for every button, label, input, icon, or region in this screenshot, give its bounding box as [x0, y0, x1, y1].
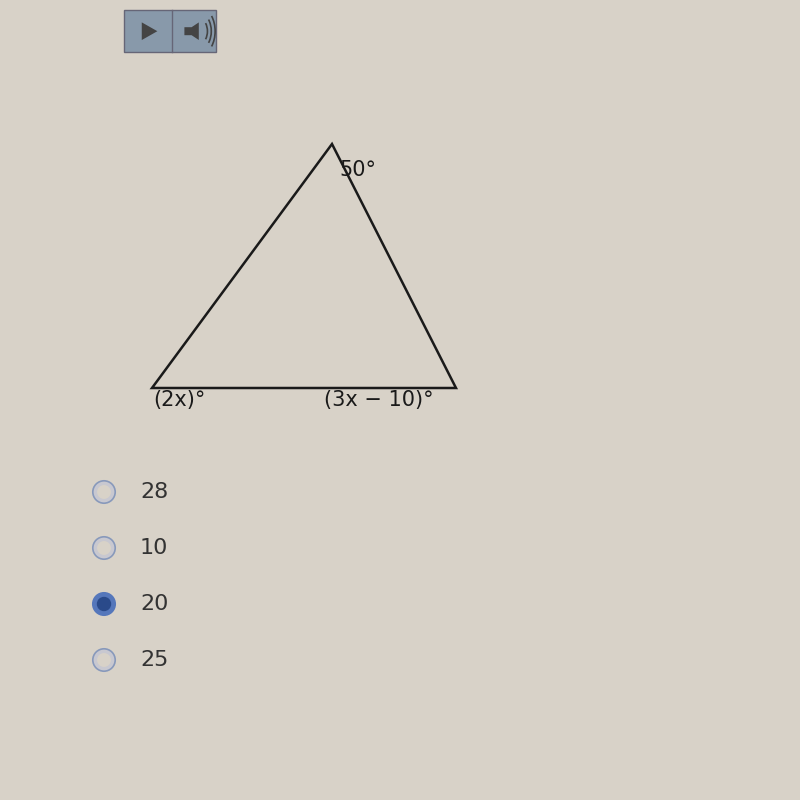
Circle shape [98, 598, 110, 610]
FancyBboxPatch shape [124, 10, 216, 52]
Circle shape [97, 485, 111, 499]
Text: 10: 10 [140, 538, 168, 558]
Circle shape [93, 481, 115, 503]
Circle shape [93, 593, 115, 615]
Text: 20: 20 [140, 594, 168, 614]
Circle shape [97, 541, 111, 555]
Text: 28: 28 [140, 482, 168, 502]
Text: (3x − 10)°: (3x − 10)° [324, 390, 434, 410]
Text: 50°: 50° [339, 160, 376, 180]
Circle shape [97, 653, 111, 667]
Polygon shape [184, 22, 199, 40]
Polygon shape [142, 22, 158, 40]
Circle shape [93, 537, 115, 559]
Text: 25: 25 [140, 650, 168, 670]
Circle shape [93, 649, 115, 671]
Text: (2x)°: (2x)° [154, 390, 206, 410]
